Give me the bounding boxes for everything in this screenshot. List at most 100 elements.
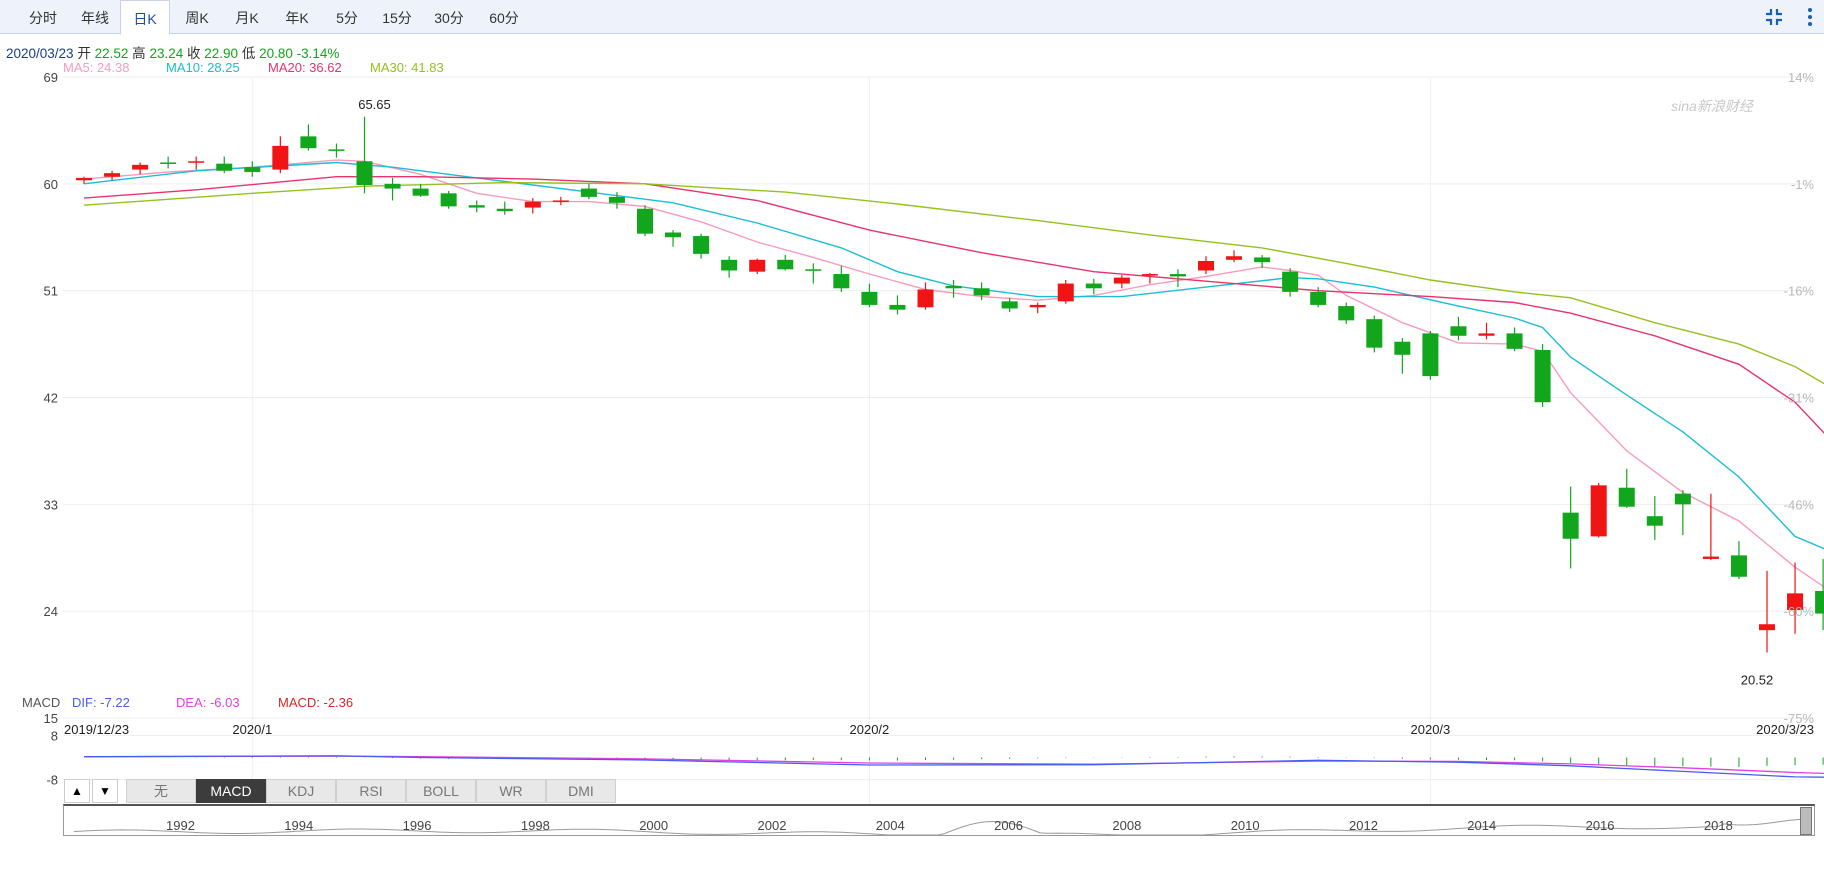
indicator-tab-kdj[interactable]: KDJ	[266, 779, 336, 803]
candle-body	[1702, 556, 1719, 559]
sina-watermark: sina新浪财经	[1671, 98, 1755, 114]
candle-body	[777, 259, 794, 270]
pct-tick-label: -31%	[1784, 391, 1815, 406]
indicator-tab-macd[interactable]: MACD	[196, 779, 266, 803]
tab-yearly-k[interactable]: 年K	[285, 10, 309, 26]
macd-panel: 8 -8	[46, 728, 1824, 788]
candle-body	[384, 183, 401, 189]
candle-body	[272, 145, 289, 170]
info-low: 20.80	[259, 46, 293, 61]
pct-tick-label: -1%	[1791, 177, 1815, 192]
info-close: 22.90	[204, 46, 239, 61]
info-change: -3.14%	[296, 46, 340, 61]
navigator-year-label: 1996	[402, 818, 432, 833]
ma20-line	[83, 176, 1824, 434]
panel-down-button[interactable]: ▼	[92, 779, 118, 803]
x-tick-label: 2020/3	[1411, 722, 1451, 737]
candle-body	[412, 188, 429, 196]
candle-body	[693, 236, 710, 254]
navigator-year-label: 1994	[284, 818, 314, 833]
macd-y-tick-label: -8	[46, 773, 58, 788]
navigator-year-label: 2018	[1703, 818, 1733, 833]
x-tick-label: 2020/2	[850, 722, 890, 737]
candle-body	[1646, 516, 1663, 526]
navigator-year-label: 2012	[1349, 818, 1378, 833]
candle-body	[440, 193, 457, 207]
candle-body	[1450, 326, 1467, 336]
navigator-year-label: 2006	[994, 818, 1024, 833]
candle-body	[496, 208, 513, 212]
candle-body	[861, 291, 878, 305]
more-vertical-icon[interactable]	[1800, 7, 1820, 27]
tab-daily-k[interactable]: 日K	[120, 0, 170, 35]
tab-fenshi[interactable]: 分时	[29, 10, 57, 26]
min-price-label: 20.52	[1741, 672, 1774, 687]
navigator-year-label: 2014	[1467, 818, 1497, 833]
y-tick-label: 24	[44, 604, 58, 619]
candle-body	[1254, 257, 1271, 263]
navigator-year-label: 2016	[1585, 818, 1615, 833]
x-tick-label: 2019/12/23	[64, 722, 129, 737]
tab-weekly-k[interactable]: 周K	[185, 10, 209, 26]
candle-body	[1057, 283, 1074, 302]
candle-body	[328, 149, 345, 151]
tab-5min[interactable]: 5分	[336, 10, 358, 26]
navigator-year-label: 2000	[639, 818, 669, 833]
candle-body	[104, 173, 121, 177]
candle-body	[160, 162, 177, 164]
ma30-legend: MA30: 41.83	[370, 60, 444, 75]
panel-up-button[interactable]: ▲	[64, 779, 90, 803]
candle-body	[721, 259, 738, 271]
indicator-tab-wr[interactable]: WR	[476, 779, 546, 803]
indicator-tab-rsi[interactable]: RSI	[336, 779, 406, 803]
indicator-tab-boll[interactable]: BOLL	[406, 779, 476, 803]
candle-body	[1618, 487, 1635, 507]
candle-body	[300, 136, 317, 149]
navigator-handle[interactable]	[1800, 807, 1812, 835]
candle-body	[637, 208, 653, 234]
tab-monthly-k[interactable]: 月K	[235, 10, 259, 26]
candle-body	[1590, 485, 1607, 537]
tab-nianxian[interactable]: 年线	[81, 10, 109, 26]
y-tick-label: 33	[44, 497, 58, 512]
candlesticks	[76, 116, 1824, 653]
candle-body	[1085, 283, 1102, 289]
tab-30min[interactable]: 30分	[434, 10, 464, 26]
y-tick-label: 42	[44, 391, 58, 406]
info-open-label: 开	[77, 46, 91, 61]
max-price-label: 65.65	[358, 97, 391, 112]
candle-body	[1282, 271, 1299, 292]
macd-dea-label: DEA: -6.03	[176, 695, 240, 710]
candle-body	[356, 161, 373, 186]
candle-body	[1394, 341, 1411, 355]
indicator-tab-none[interactable]: 无	[126, 779, 196, 803]
candle-body	[1787, 593, 1804, 610]
indicator-tab-dmi[interactable]: DMI	[546, 779, 616, 803]
candle-body	[889, 304, 906, 310]
candle-body	[608, 196, 625, 203]
grid	[63, 76, 1808, 825]
tab-15min[interactable]: 15分	[382, 10, 412, 26]
candle-body	[244, 167, 261, 172]
candle-body	[1113, 277, 1130, 284]
info-close-label: 收	[187, 46, 201, 61]
y-tick-label: 51	[44, 284, 58, 299]
candle-body	[1478, 333, 1495, 336]
ma30-line	[83, 181, 1824, 385]
navigator-year-label: 2002	[757, 818, 787, 833]
navigator-year-label: 1992	[166, 818, 195, 833]
compress-icon[interactable]	[1764, 7, 1784, 27]
candle-body	[1534, 350, 1551, 403]
y-tick-label: 69	[44, 70, 58, 85]
candle-body	[216, 163, 233, 171]
candle-body	[1198, 260, 1214, 271]
tab-60min[interactable]: 60分	[489, 10, 519, 26]
navigator-year-label: 2008	[1112, 818, 1142, 833]
pct-tick-label: -46%	[1784, 497, 1815, 512]
macd-y-tick-label: 8	[51, 728, 58, 743]
ma10-legend: MA10: 28.25	[166, 60, 240, 75]
x-tick-label: 2020/1	[232, 722, 272, 737]
y-tick-label: 60	[44, 177, 58, 192]
range-navigator[interactable]: 1992 1994 1996 1998 2000 2002 2004 2006 2008 2010…	[63, 804, 1815, 836]
candle-body	[1226, 256, 1243, 260]
